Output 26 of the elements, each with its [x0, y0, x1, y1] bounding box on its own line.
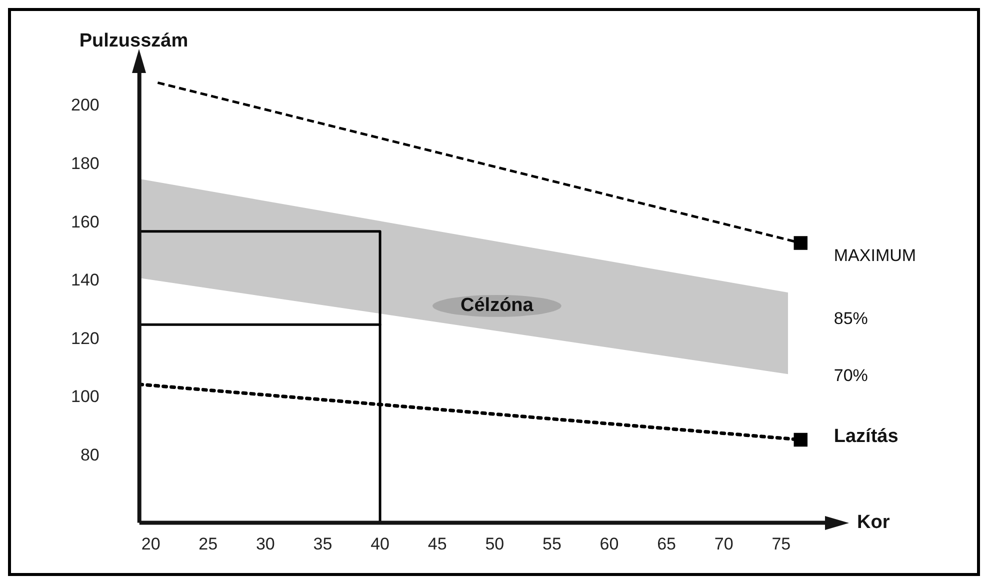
x-tick-label: 40	[370, 534, 390, 554]
y-tick-label: 120	[70, 328, 100, 348]
y-tick-label: 140	[70, 270, 100, 290]
y-tick-label: 180	[70, 154, 100, 173]
annotation: Célzóna	[460, 295, 534, 316]
y-tick-label: 80	[80, 445, 100, 464]
x-tick-label: 65	[657, 534, 676, 554]
x-tick-label: 55	[542, 534, 562, 554]
x-tick-label: 25	[198, 534, 218, 554]
text: MAXIMUM	[834, 246, 916, 265]
x-tick-label: 20	[141, 534, 160, 554]
text: 85%	[834, 309, 868, 328]
text: 70%	[834, 366, 868, 386]
text: Lazítás	[834, 426, 898, 448]
x-tick-label: 30	[256, 534, 275, 554]
y-tick-label: 200	[70, 96, 100, 115]
y-tick-label: 160	[70, 212, 100, 232]
x-tick-label: 45	[428, 534, 447, 554]
x-tick-label: 70	[714, 534, 734, 554]
x-tick-label: 50	[485, 534, 504, 554]
x-tick-label: 60	[600, 534, 619, 554]
y-axis-title: Pulzusszám	[79, 30, 188, 52]
x-axis-title: Kor	[857, 512, 890, 534]
x-tick-label: 75	[772, 534, 791, 554]
x-tick-label: 35	[313, 534, 332, 554]
y-tick-label: 100	[70, 387, 100, 406]
